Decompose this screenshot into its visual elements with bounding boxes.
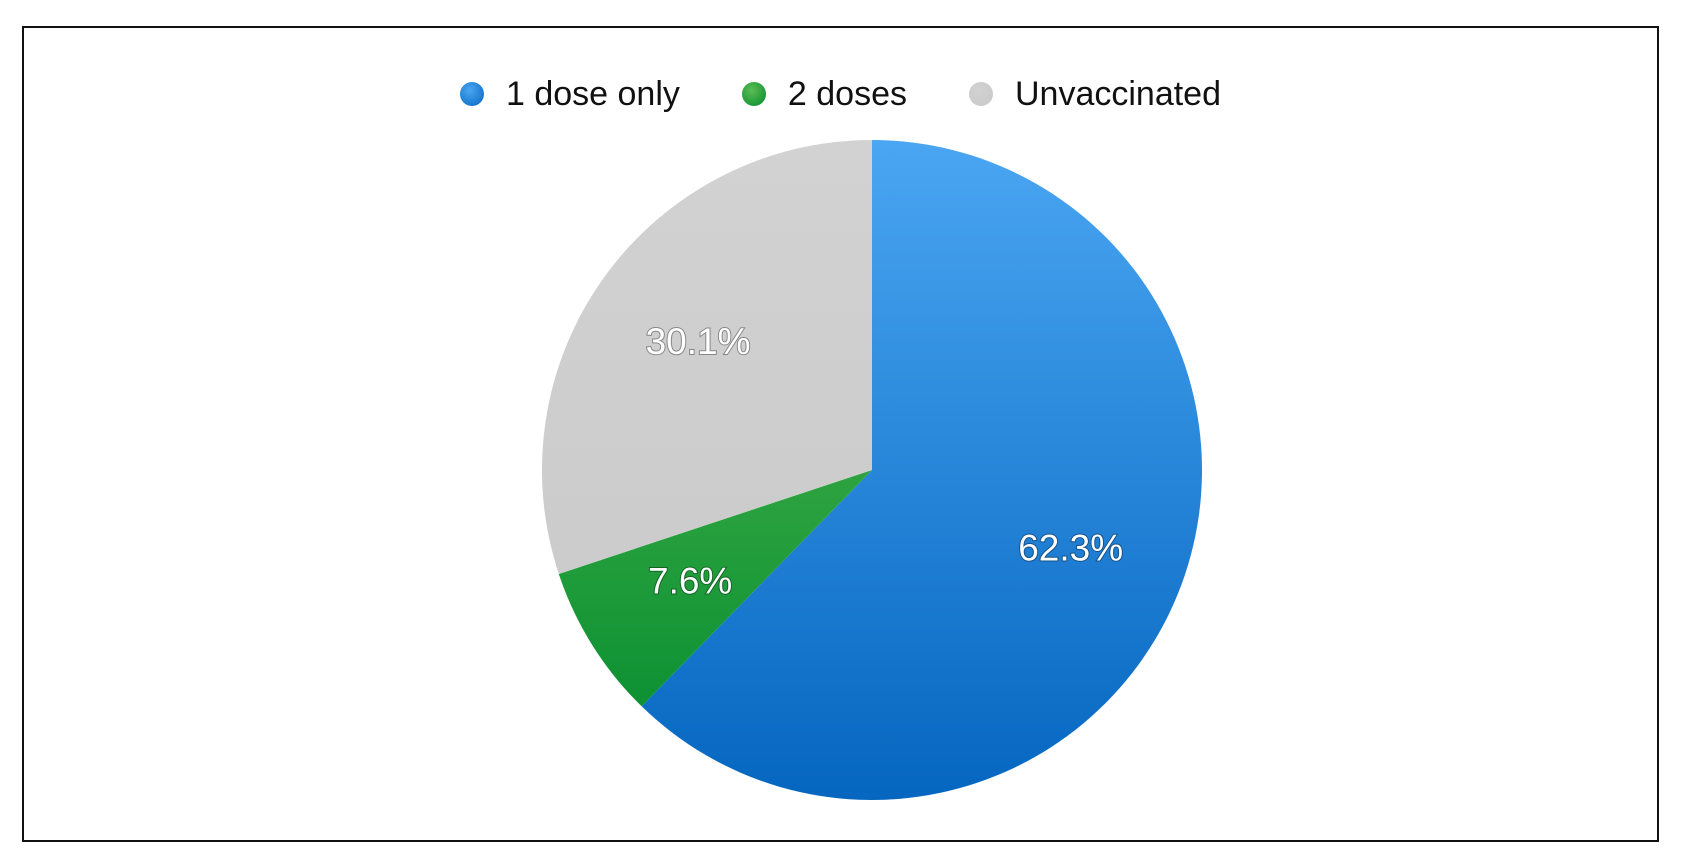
legend-swatch-unvaccinated [968,82,993,106]
legend-swatch-2-doses [741,82,766,106]
chart-legend: 1 dose only 2 doses Unvaccinated [24,72,1657,116]
pie-slice-2-doses [558,470,872,707]
data-label-2-doses: 7.6% [648,561,732,602]
data-label-unvaccinated: 30.1% [646,321,751,362]
data-label-1-dose-only: 62.3% [1018,528,1123,569]
pie-slice-1-dose-only [641,140,1202,801]
pie-slices [542,140,1202,801]
pie-labels: 62.3% 7.6% 30.1% [645,320,1125,602]
legend-item-2-doses: 2 doses [741,75,907,113]
legend-item-unvaccinated: Unvaccinated [968,75,1221,113]
legend-label-2-doses: 2 doses [787,75,907,113]
pie-slice-unvaccinated [542,140,872,574]
legend-label-unvaccinated: Unvaccinated [1014,75,1221,113]
legend-label-1-dose-only: 1 dose only [505,75,680,113]
legend-item-1-dose-only: 1 dose only [459,75,680,113]
legend-swatch-1-dose-only [459,82,484,106]
